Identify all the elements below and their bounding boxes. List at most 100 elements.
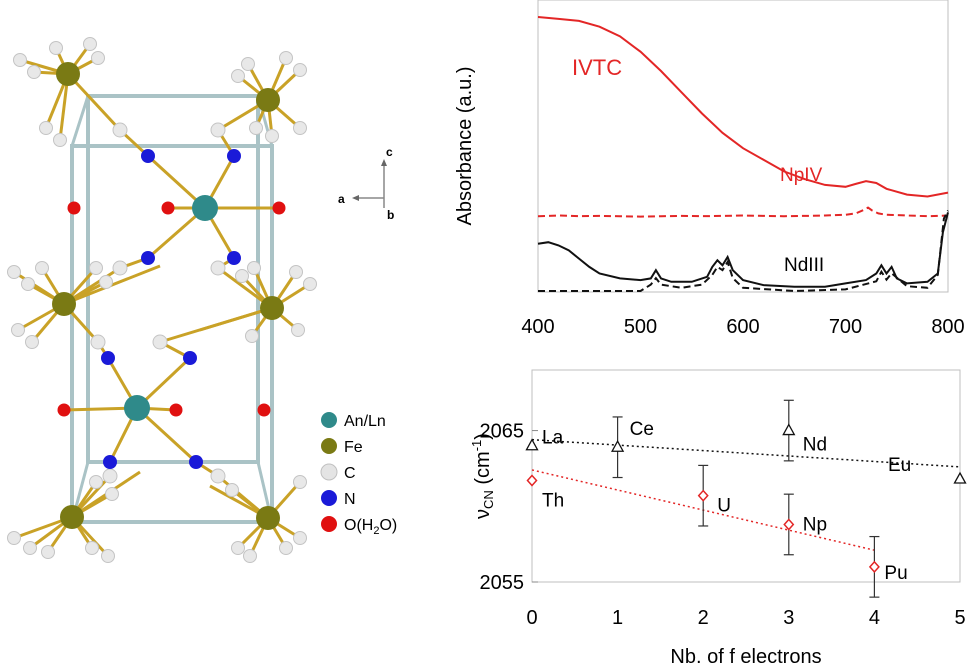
point-marker-la xyxy=(525,438,539,451)
carbon-atom xyxy=(243,549,257,563)
axis-triad: c a b xyxy=(338,145,394,222)
nitrogen-atom xyxy=(101,351,115,365)
series-ivtc-line xyxy=(537,16,949,198)
nitrogen-atom xyxy=(103,455,117,469)
carbon-atom xyxy=(303,277,317,291)
carbon-atom xyxy=(89,475,103,489)
carbon-atom xyxy=(49,41,63,55)
carbon-atom xyxy=(11,323,25,337)
point-marker-th xyxy=(526,474,538,487)
nitrogen-atom xyxy=(227,251,241,265)
carbon-atom xyxy=(105,487,119,501)
iron-atom xyxy=(52,292,76,316)
legend-label: An/Ln xyxy=(344,413,386,430)
carbon-atom xyxy=(90,334,106,350)
crystal-structure-image: c a b An/Ln Fe C N O(H2O xyxy=(7,37,397,563)
carbon-atom xyxy=(289,265,303,279)
nitrogen-atom xyxy=(141,149,155,163)
carbon-atom xyxy=(210,468,226,484)
legend-swatch xyxy=(321,438,337,454)
bond xyxy=(199,306,273,332)
carbon-atom xyxy=(279,51,293,65)
cn-frequency-chart: La Ce Nd Eu Th U Np Pu 0 1 2 3 4 5 2055 2065 Nb. of f… xyxy=(469,369,967,668)
carbon-atom xyxy=(85,541,99,555)
oxygen-atom xyxy=(57,403,71,417)
point-marker-u xyxy=(697,489,709,502)
point-label-ce: Ce xyxy=(630,419,654,440)
legend-swatch xyxy=(321,516,337,532)
legend-swatch xyxy=(321,490,337,506)
carbon-atom xyxy=(99,275,113,289)
series-ndiii-ref-line xyxy=(538,210,949,293)
point-label-la: La xyxy=(542,428,564,449)
carbon-atom xyxy=(7,531,21,545)
nitrogen-atom xyxy=(227,149,241,163)
x-tick-label: 5 xyxy=(954,607,965,629)
point-marker-np xyxy=(783,518,795,531)
carbon-atom xyxy=(13,53,27,67)
point-label-nd: Nd xyxy=(803,435,827,456)
carbon-atom xyxy=(7,265,21,279)
annotation-ndiii: NdIII xyxy=(784,255,824,276)
carbon-atom xyxy=(241,57,255,71)
legend-label: N xyxy=(344,491,356,508)
x-tick-labels: 400 500 600 700 800 xyxy=(521,316,964,338)
x-tick-label: 800 xyxy=(931,316,964,338)
y-tick-label: 2055 xyxy=(480,572,525,594)
carbon-atom xyxy=(23,541,37,555)
carbon-atom xyxy=(27,65,41,79)
x-tick-label: 500 xyxy=(624,316,657,338)
y-tick-labels: 2055 2065 xyxy=(480,421,538,594)
carbon-atom xyxy=(53,133,67,147)
annotation-ivtc: IVTC xyxy=(572,55,622,80)
point-label-pu: Pu xyxy=(884,563,907,584)
legend-label: C xyxy=(344,465,356,482)
y-tick-label: 2065 xyxy=(480,421,525,443)
point-marker-nd xyxy=(782,423,796,436)
bond xyxy=(135,406,198,464)
carbon-atom xyxy=(83,37,97,51)
carbon-atom xyxy=(112,260,128,276)
legend-item-an-ln: An/Ln xyxy=(321,412,386,430)
carbon-atom xyxy=(293,121,307,135)
nitrogen-atom xyxy=(183,351,197,365)
nitrogen-atom xyxy=(141,251,155,265)
oxygen-atom xyxy=(257,403,271,417)
annotation-npiv: NpIV xyxy=(780,165,823,186)
an-ln-atom xyxy=(192,195,218,221)
carbon-atom xyxy=(279,541,293,555)
series-ndiii-line xyxy=(537,212,949,288)
x-tick-label: 400 xyxy=(521,316,554,338)
point-marker-pu xyxy=(868,560,880,573)
unit-cell-box xyxy=(70,94,274,524)
absorbance-chart: 400 500 600 700 800 Absorbance (a.u.) IVTC N… xyxy=(454,0,965,338)
carbon-atom xyxy=(293,531,307,545)
an-ln-atom xyxy=(124,395,150,421)
carbon-atom xyxy=(152,334,168,350)
x-tick-label: 1 xyxy=(612,607,623,629)
x-tick-label: 2 xyxy=(698,607,709,629)
iron-atom xyxy=(256,506,280,530)
point-label-np: Np xyxy=(803,514,827,535)
carbon-atom xyxy=(89,261,103,275)
x-tick-label: 600 xyxy=(726,316,759,338)
y-axis-label: Absorbance (a.u.) xyxy=(454,67,476,226)
carbon-atom xyxy=(293,475,307,489)
legend-swatch xyxy=(320,463,338,481)
series-npiv-line xyxy=(537,206,949,218)
carbon-atom xyxy=(225,483,239,497)
iron-atom xyxy=(56,62,80,86)
point-label-eu: Eu xyxy=(888,455,911,476)
carbon-atom xyxy=(21,277,35,291)
carbon-atom xyxy=(101,549,115,563)
legend-item-n: N xyxy=(321,490,356,508)
x-tick-label: 0 xyxy=(526,607,537,629)
x-axis-label: Nb. of f electrons xyxy=(670,646,821,668)
ln-trend-line xyxy=(531,438,961,468)
iron-atom xyxy=(260,296,284,320)
atom-legend: An/Ln Fe C N O(H2O) xyxy=(320,412,397,537)
axis-b-label: b xyxy=(387,208,394,222)
carbon-atom xyxy=(25,335,39,349)
carbon-atom xyxy=(210,122,226,138)
